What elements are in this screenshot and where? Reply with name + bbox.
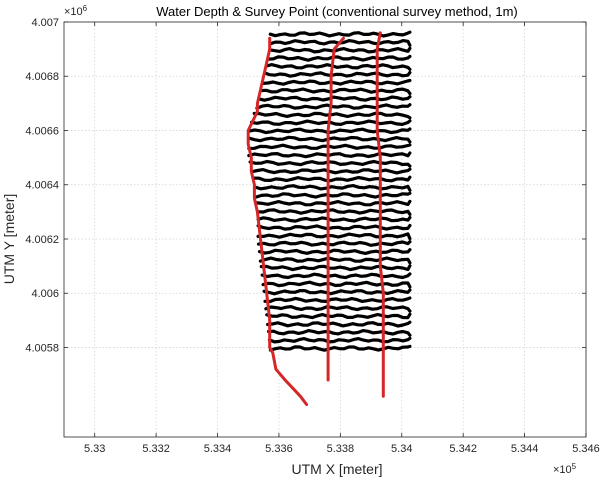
survey-line	[259, 87, 412, 96]
series-line-3	[375, 31, 385, 398]
survey-line	[256, 232, 412, 241]
survey-line	[255, 199, 412, 207]
survey-line	[265, 312, 412, 320]
y-tick-label: 4.0066	[25, 125, 59, 137]
x-exponent-power: 5	[572, 462, 577, 471]
survey-line	[257, 240, 412, 247]
survey-line	[261, 280, 412, 289]
survey-line	[261, 78, 412, 86]
survey-line	[266, 54, 412, 62]
x-tick-label: 5.334	[204, 443, 232, 455]
x-tick-label: 5.338	[327, 443, 355, 455]
chart-title: Water Depth & Survey Point (conventional…	[156, 4, 518, 19]
survey-line	[256, 208, 412, 216]
survey-line	[268, 30, 412, 38]
survey-line	[255, 103, 412, 110]
tick-labels: 5.33 5.332 5.334 5.336 5.338 5.34 5.342 5.344 5.…	[25, 17, 599, 455]
survey-line	[268, 344, 412, 352]
survey-line	[247, 127, 412, 135]
survey-line	[260, 272, 412, 280]
survey-line	[250, 167, 412, 175]
survey-line	[259, 264, 412, 272]
survey-line	[263, 296, 412, 304]
survey-line	[266, 320, 412, 328]
x-tick-label: 5.332	[142, 443, 170, 455]
series-line-1	[246, 36, 309, 406]
axes	[63, 21, 587, 438]
y-exponent-power: 6	[83, 4, 88, 13]
survey-line	[249, 119, 412, 126]
survey-line	[264, 305, 412, 313]
series-line-2	[326, 36, 345, 382]
survey-line	[256, 215, 412, 223]
y-axis-exponent: ×106	[64, 4, 88, 18]
x-tick-label: 5.336	[265, 443, 293, 455]
survey-line	[247, 151, 412, 159]
x-tick-label: 5.34	[391, 443, 412, 455]
survey-line	[256, 223, 412, 231]
y-exponent-base: ×10	[64, 6, 83, 18]
y-tick-label: 4.006	[31, 288, 59, 300]
survey-line	[254, 191, 412, 199]
survey-line	[258, 256, 412, 265]
survey-lines	[247, 30, 412, 352]
survey-line	[247, 143, 412, 151]
x-tick-label: 5.33	[84, 443, 105, 455]
y-tick-label: 4.0058	[25, 342, 59, 354]
boundary-lines	[246, 31, 385, 406]
survey-line	[257, 248, 412, 255]
y-tick-label: 4.0064	[25, 180, 59, 192]
x-tick-label: 5.344	[511, 443, 539, 455]
x-exponent-base: ×10	[553, 464, 572, 476]
plot-frame	[63, 21, 587, 438]
x-tick-label: 5.342	[449, 443, 477, 455]
survey-line	[257, 95, 412, 102]
survey-line	[252, 111, 412, 120]
survey-line	[248, 159, 412, 168]
survey-line	[267, 329, 412, 337]
survey-line	[263, 70, 412, 78]
y-tick-label: 4.007	[31, 17, 59, 29]
survey-line	[252, 175, 412, 183]
survey-line	[267, 336, 412, 344]
x-axis-exponent: ×105	[553, 462, 577, 476]
x-axis-label: UTM X [meter]	[291, 461, 382, 477]
survey-line	[262, 288, 412, 296]
y-axis-label: UTM Y [meter]	[1, 194, 17, 285]
x-tick-label: 5.346	[572, 443, 600, 455]
y-tick-label: 4.0062	[25, 234, 59, 246]
y-tick-label: 4.0068	[25, 71, 59, 83]
survey-line	[268, 46, 412, 54]
survey-line	[264, 62, 412, 71]
survey-line	[268, 39, 412, 47]
survey-line	[253, 184, 412, 192]
survey-line	[247, 135, 412, 144]
